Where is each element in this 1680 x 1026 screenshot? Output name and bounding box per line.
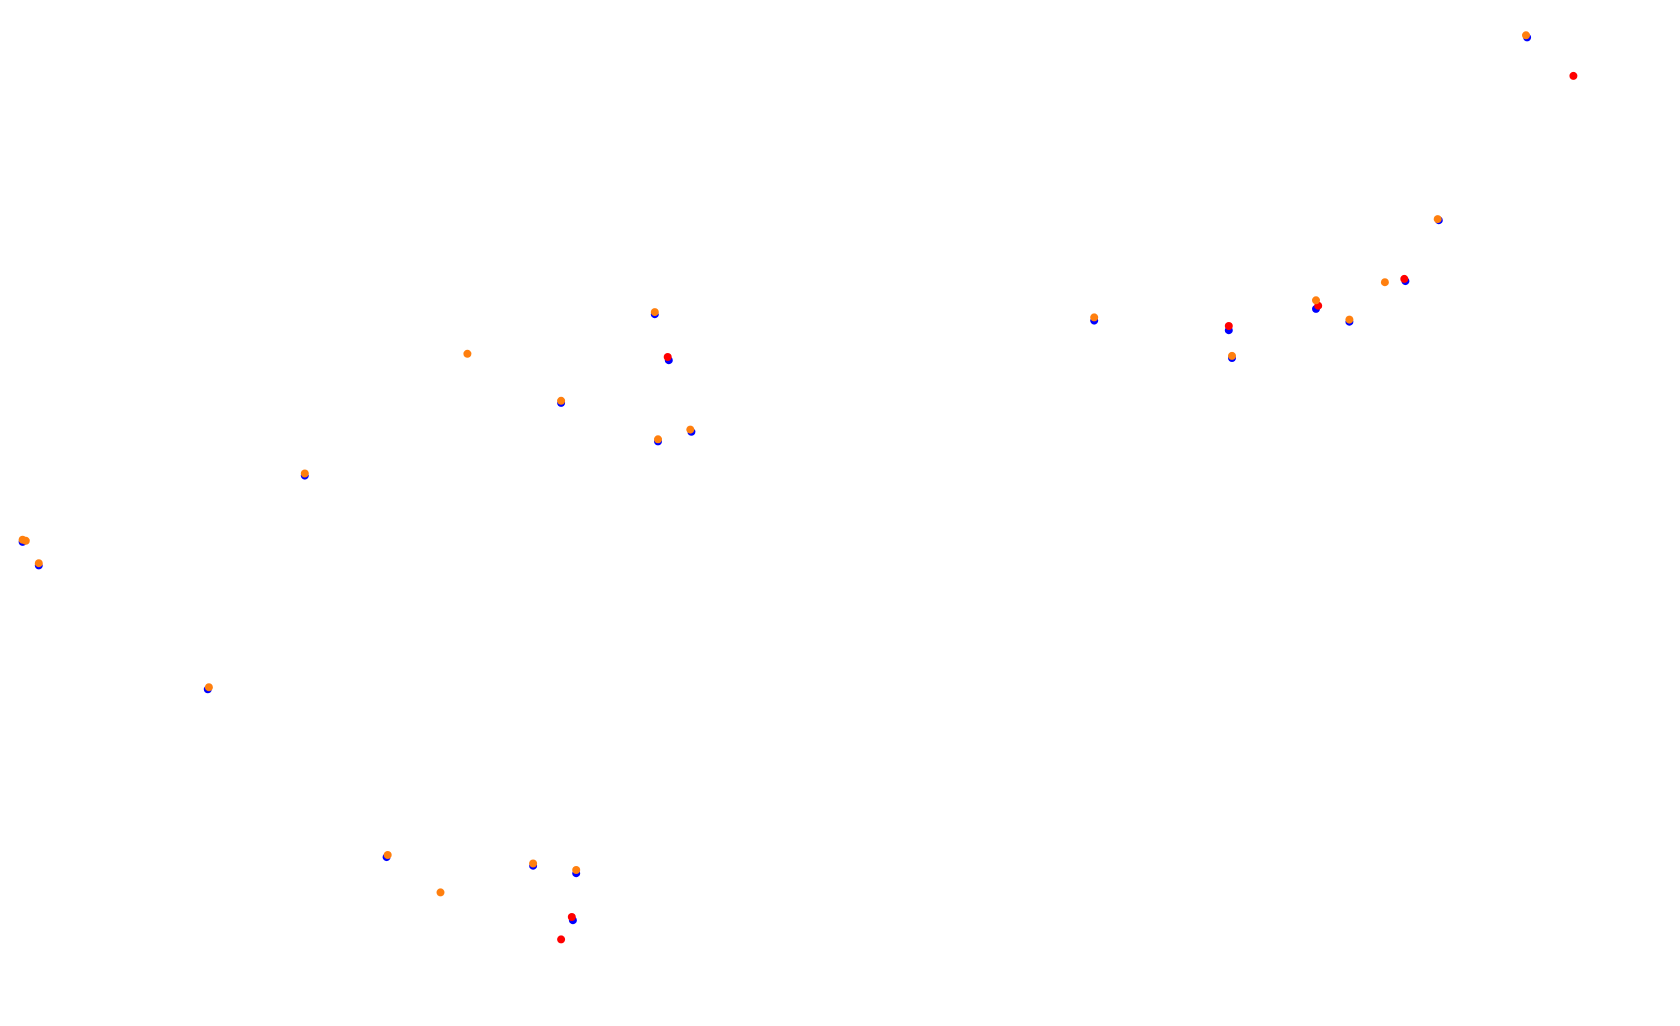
scatter-point (34, 559, 43, 568)
scatter-point (1522, 31, 1530, 40)
scatter-point (1569, 71, 1578, 80)
scatter-point (663, 353, 672, 361)
scatter-point (1400, 274, 1409, 283)
scatter-point (686, 425, 695, 434)
scatter-point (557, 935, 566, 944)
scatter-point (650, 308, 659, 317)
series-2 (18, 31, 1530, 897)
scatter-point (1090, 313, 1099, 322)
series-1 (557, 71, 1578, 944)
scatter-point (572, 866, 581, 874)
scatter-point (300, 469, 309, 478)
scatter-point (1433, 215, 1442, 224)
scatter-point (1312, 296, 1320, 305)
scatter-point (1228, 351, 1236, 360)
scatter-point (383, 851, 392, 859)
scatter-point (436, 888, 445, 897)
scatter-point (557, 396, 566, 405)
series-0 (18, 33, 1532, 925)
scatter-point (654, 435, 662, 444)
scatter-point (463, 349, 472, 358)
scatter-point (567, 913, 576, 921)
series-layer (18, 31, 1578, 944)
scatter-point (1380, 278, 1389, 287)
scatter-point (529, 859, 538, 868)
scatter-point (1345, 315, 1354, 324)
scatter-point (21, 536, 30, 545)
scatter-point (1224, 322, 1233, 330)
scatter-point (204, 683, 213, 692)
